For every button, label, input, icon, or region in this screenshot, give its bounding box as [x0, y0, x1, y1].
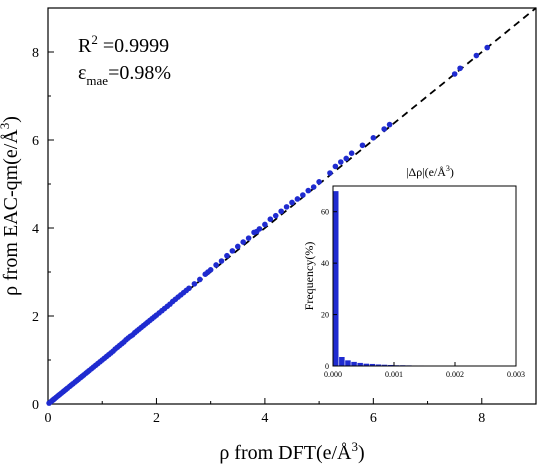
scatter-point: [310, 184, 317, 190]
scatter-point: [343, 155, 350, 162]
scatter-point: [245, 235, 252, 241]
x-tick-label: 4: [261, 411, 268, 426]
scatter-point: [381, 126, 387, 132]
scatter-point: [207, 267, 214, 273]
scatter-point: [218, 258, 225, 264]
scatter-point: [256, 226, 263, 232]
y-tick-label: 8: [32, 46, 39, 61]
inset-title: |Δρ|(e/Å3): [406, 164, 454, 179]
inset-x-tick-label: 0.000: [324, 370, 342, 379]
histogram-bar: [345, 360, 351, 366]
histogram-bar: [363, 363, 369, 366]
scatter-point: [451, 71, 458, 77]
y-tick-label: 6: [32, 134, 39, 149]
y-tick-label: 4: [32, 222, 39, 237]
inset-axes: 0.000 0.001 0.002 0.003 0 20 40 60: [321, 208, 525, 379]
histogram-bar: [339, 357, 345, 366]
y-axis-label: ρ from EAC-qm(e/Å3): [0, 116, 22, 296]
y-tick-label: 2: [32, 310, 39, 325]
inset-y-tick-label: 60: [321, 208, 329, 217]
reference-line: [47, 7, 537, 405]
scatter-point: [224, 252, 230, 259]
inset-plot-frame: [332, 185, 517, 367]
scatter-point: [213, 262, 219, 268]
scatter-point: [348, 150, 355, 156]
inset-x-tick-label: 0.001: [385, 370, 403, 379]
x-axis-label: ρ from DFT(e/Å3): [219, 439, 364, 464]
scatter-point: [473, 52, 480, 59]
scatter-point: [300, 192, 306, 198]
scatter-point: [327, 170, 333, 176]
x-tick-label: 8: [478, 411, 485, 426]
inset-plot-background: [333, 186, 516, 366]
scatter-point: [229, 248, 236, 254]
inset-y-axis-label: Frequency(%): [302, 242, 316, 311]
scatter-point: [272, 212, 279, 219]
inset-x-tick-label: 0.003: [507, 370, 525, 379]
scatter-point: [267, 216, 274, 222]
histogram-bar: [369, 363, 376, 366]
x-tick-label: 6: [370, 411, 377, 426]
inset-x-tick-label: 0.002: [446, 370, 464, 379]
scatter-point: [294, 196, 301, 202]
inset-y-tick-label: 20: [321, 311, 329, 320]
x-tick-label: 2: [153, 411, 160, 426]
main-plot-frame: [47, 7, 537, 405]
scatter-point: [197, 276, 203, 283]
histogram-bar: [333, 191, 339, 366]
histogram-bar: [357, 362, 363, 366]
scatter-point: [386, 121, 393, 128]
scatter-point: [283, 204, 290, 210]
histogram-bar: [351, 361, 357, 366]
scatter-point: [370, 135, 377, 141]
inset-y-tick-label: 40: [321, 259, 329, 268]
x-tick-label: 0: [45, 411, 52, 426]
scatter-point: [234, 243, 241, 250]
scatter-point: [240, 239, 246, 245]
scatter-point: [278, 208, 284, 215]
scatter-point: [332, 163, 339, 170]
scatter-point: [359, 142, 366, 149]
scatter-point: [338, 159, 344, 165]
scatter-point: [457, 65, 463, 72]
r2-annotation: R2 =0.9999: [78, 32, 169, 57]
scatter-point: [191, 281, 198, 287]
histogram-bar: [381, 364, 388, 366]
mae-annotation: εmae=0.98%: [78, 62, 171, 88]
inset-histogram-bars: [333, 191, 504, 366]
main-scatter-points: [46, 44, 491, 406]
y-tick-label: 0: [32, 398, 39, 413]
scatter-point: [262, 221, 268, 228]
inset-y-tick-label: 0: [325, 362, 329, 371]
scatter-point: [186, 285, 192, 292]
scatter-point: [305, 187, 312, 194]
scatter-point: [484, 44, 491, 51]
histogram-bar: [387, 364, 394, 366]
main-axes: 0 2 4 6 8 0 2 4 6 8: [32, 46, 485, 426]
scatter-point: [289, 199, 295, 206]
histogram-bar: [375, 364, 382, 366]
scatter-point: [316, 179, 322, 185]
